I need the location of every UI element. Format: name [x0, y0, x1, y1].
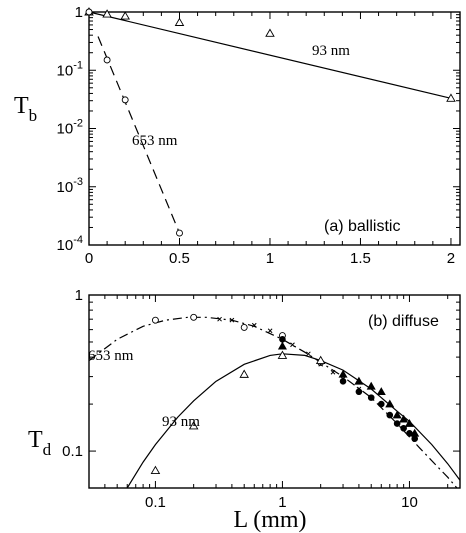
data-point [102, 9, 112, 18]
fit-line-93nm [88, 11, 452, 99]
data-point [338, 369, 348, 378]
data-point [306, 351, 311, 357]
data-point [188, 420, 199, 430]
curve-653nm [89, 316, 458, 488]
x-tick-label: 1 [266, 250, 274, 267]
panel-diffuse-y-axis-label: Td [28, 427, 52, 459]
y-tick-label: 1 [75, 287, 83, 304]
y-tick-label: 1 [75, 4, 83, 21]
series-label-93nm-diffuse: 93 nm [162, 414, 200, 430]
data-point [377, 400, 385, 408]
data-point [239, 369, 249, 378]
x-tick-label: 0.5 [169, 250, 190, 267]
data-point [366, 381, 376, 390]
y-tick-label: 10-3 [57, 176, 83, 196]
data-point [279, 336, 286, 343]
data-point [411, 435, 419, 443]
data-point [176, 229, 183, 237]
y-tick-label: 0.1 [62, 443, 83, 460]
panel-ballistic-markers [84, 7, 456, 237]
panel-diffuse-markers [150, 313, 420, 475]
series-label-653nm-diffuse: 653 nm [88, 348, 134, 364]
data-point [367, 394, 375, 401]
x-tick-label: 0 [85, 250, 93, 267]
x-tick-label: 2 [447, 250, 455, 267]
data-point [229, 317, 235, 323]
curve-93nm [126, 353, 460, 488]
data-point [120, 11, 130, 20]
data-point [277, 341, 287, 350]
data-point [251, 322, 257, 328]
fit-line-653nm [97, 36, 181, 234]
panel-ballistic-ticks [88, 11, 460, 246]
data-point [277, 350, 288, 359]
x-tick-label: 0.1 [145, 494, 166, 511]
data-point [392, 410, 402, 419]
data-point [85, 8, 93, 16]
panel-diffuse-label: (b) diffuse [368, 313, 439, 330]
data-point [385, 399, 395, 408]
panel-ballistic-frame [88, 11, 461, 246]
y-tick-label: 10-2 [57, 118, 83, 138]
panel-diffuse: 0.1 1 10 1 0.1 Td 653 nm 93 nm (b) diffuse L… [28, 287, 461, 533]
panel-ballistic-fit-lines [88, 11, 452, 234]
data-point [330, 369, 336, 375]
data-point [410, 428, 420, 437]
data-point [399, 414, 409, 423]
data-point [240, 323, 248, 331]
x-tick-label: 10 [401, 494, 418, 511]
data-point [376, 387, 386, 396]
data-point [150, 465, 161, 475]
data-point [151, 316, 159, 324]
data-point [354, 376, 364, 385]
data-point [404, 418, 414, 427]
x-tick-label: 1 [278, 494, 286, 511]
panel-diffuse-frame [88, 294, 461, 489]
data-point [290, 342, 295, 348]
y-tick-label: 10-1 [57, 59, 83, 79]
y-tick-label: 10-4 [57, 234, 83, 254]
series-label-93nm-ballistic: 93 nm [312, 43, 350, 59]
x-tick-label: 1.5 [350, 250, 371, 267]
data-point [315, 355, 326, 365]
data-point [174, 17, 185, 26]
panel-diffuse-curves [89, 316, 460, 488]
x-axis-label: L (mm) [233, 507, 306, 533]
series-label-653nm-ballistic: 653 nm [132, 133, 178, 149]
data-point [217, 316, 222, 322]
data-point [356, 386, 362, 392]
data-point [190, 313, 198, 321]
data-point [393, 420, 401, 427]
panel-ballistic: 0 0.5 1 1.5 2 1 10-1 10-2 10-3 10-4 Tb 93 nm 653 … [14, 4, 461, 267]
data-point [386, 411, 394, 419]
data-point [267, 328, 273, 334]
panel-ballistic-label: (a) ballistic [324, 218, 400, 235]
data-point [446, 93, 456, 102]
data-point [265, 28, 275, 37]
panel-ballistic-tick-labels: 0 0.5 1 1.5 2 1 10-1 10-2 10-3 10-4 [57, 4, 456, 267]
data-point [103, 56, 111, 64]
panel-diffuse-ticks [88, 294, 460, 488]
data-point [121, 96, 129, 104]
panel-diffuse-tick-labels: 0.1 1 10 1 0.1 [62, 287, 418, 511]
panel-ballistic-y-axis-label: Tb [14, 93, 37, 125]
